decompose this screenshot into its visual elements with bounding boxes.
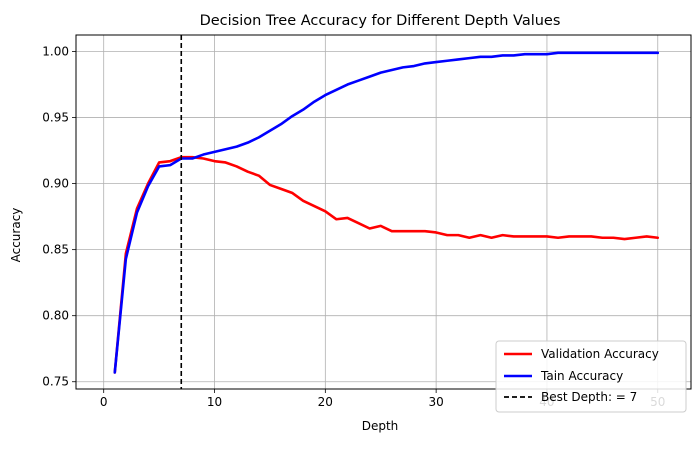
y-tick-label: 0.95 xyxy=(42,111,69,125)
legend-box xyxy=(495,340,687,413)
legend-label-train: Tain Accuracy xyxy=(540,369,623,383)
y-tick-label: 0.75 xyxy=(42,375,69,389)
y-axis-label: Accuracy xyxy=(9,208,23,263)
y-tick-label: 0.85 xyxy=(42,243,69,257)
series-layer xyxy=(113,35,660,389)
x-tick-label: 30 xyxy=(428,395,443,409)
legend-label-best-depth: Best Depth: = 7 xyxy=(541,390,637,404)
train-accuracy-line xyxy=(113,51,660,374)
x-tick-label: 20 xyxy=(318,395,333,409)
x-tick-label: 0 xyxy=(100,395,108,409)
legend-label-validation: Validation Accuracy xyxy=(541,347,659,361)
chart-title: Decision Tree Accuracy for Different Dep… xyxy=(200,13,561,29)
validation-accuracy-line xyxy=(113,155,660,374)
y-tick-label: 1.00 xyxy=(42,45,69,59)
x-axis-label: Depth xyxy=(362,419,399,433)
x-tick-label: 10 xyxy=(207,395,222,409)
y-tick-label: 0.80 xyxy=(42,309,69,323)
plot-frame xyxy=(75,34,692,390)
y-tick-label: 0.90 xyxy=(42,177,69,191)
legend: Validation Accuracy Tain Accuracy Best D… xyxy=(495,340,687,413)
